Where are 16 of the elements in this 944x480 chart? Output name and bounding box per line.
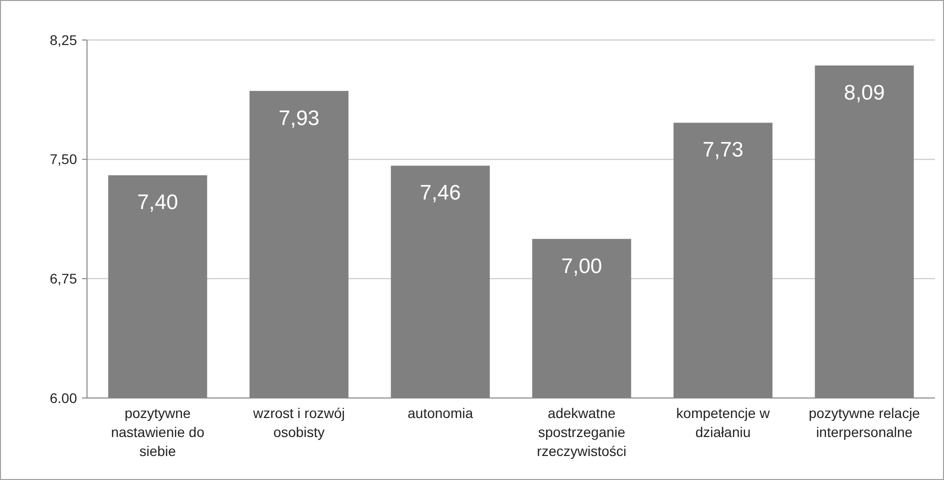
x-tick-label: pozytywne relacje interpersonalne — [808, 405, 920, 440]
x-tick-label: wzrost i rozwój osobisty — [252, 405, 345, 440]
x-tick-label: adekwatne spostrzeganie rzeczywistości — [536, 405, 626, 459]
data-label: 7,46 — [420, 182, 461, 205]
data-label: 7,93 — [278, 106, 320, 130]
y-tick-label: 8,25 — [50, 32, 78, 48]
y-tick-label: 6,75 — [50, 270, 78, 287]
data-label: 7,73 — [702, 138, 744, 162]
data-label: 7,40 — [137, 191, 178, 214]
x-tick-label: autonomia — [408, 405, 474, 421]
x-tick-label: kompetencje w działaniu — [676, 405, 771, 440]
data-label: 7,00 — [561, 254, 602, 278]
y-tick-label: 6.00 — [50, 390, 78, 406]
data-label: 8,09 — [844, 81, 885, 104]
x-tick-label: pozytywne nastawienie do siebie — [110, 405, 205, 459]
y-tick-label: 7,50 — [50, 151, 78, 168]
